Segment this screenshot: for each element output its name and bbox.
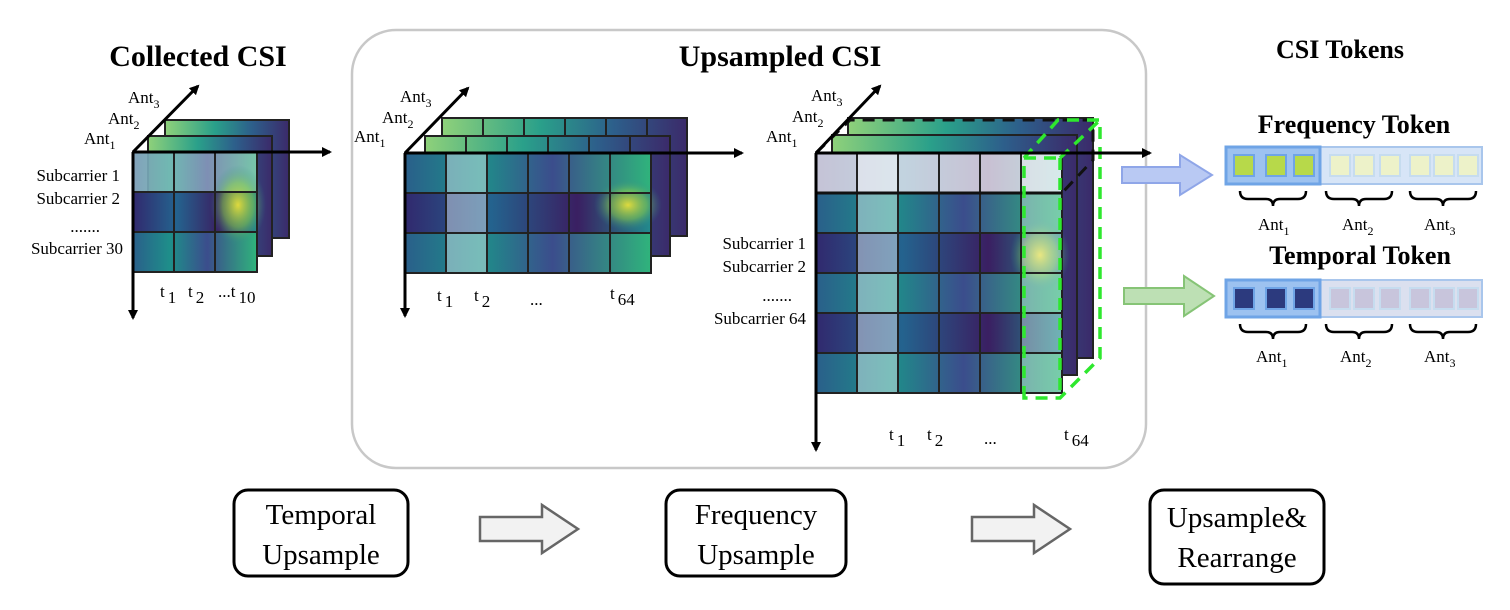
temporal-token-brace-2: [1324, 323, 1394, 340]
frequency-token-ant3: Ant3: [1424, 215, 1456, 238]
temporal-token-cell: [1293, 287, 1315, 310]
collected-ant2-label: Ant2: [108, 109, 140, 132]
upsampled2-subcarrier-2: Subcarrier 2: [722, 257, 806, 276]
temporal-token-ant1: Ant1: [1256, 347, 1288, 370]
collected-ant1-label: Ant1: [84, 129, 116, 152]
upsampled2-subcarrier-64: Subcarrier 64: [714, 309, 807, 328]
frequency-token-cell: [1457, 154, 1479, 177]
collected-axis-antenna: [131, 84, 200, 154]
frequency-token-cell: [1433, 154, 1455, 177]
upsampled1-time-ellipsis: ...: [530, 290, 543, 309]
step-arrow-2: [970, 502, 1073, 556]
upsampled1-ant1-label: Ant1: [354, 127, 386, 150]
upsampled1-time-t64: t 64: [610, 284, 635, 309]
step-upsample-rearrange: Upsample& Rearrange: [1148, 488, 1326, 586]
temporal-token-brace-1: [1238, 323, 1308, 340]
frequency-token-cell: [1329, 154, 1351, 177]
frequency-token: Frequency Token Ant1 Ant2 Ant3: [1224, 110, 1483, 238]
temporal-token-arrow: [1123, 274, 1216, 318]
upsampled2-time-t64: t 64: [1064, 425, 1089, 450]
upsampled1-axis-antenna: [403, 86, 470, 155]
upsampled1-highlight-column: [446, 153, 487, 273]
frequency-token-ant2: Ant2: [1342, 215, 1374, 238]
temporal-token-cell: [1265, 287, 1287, 310]
step-temporal-upsample: Temporal Upsample: [232, 488, 410, 578]
upsampled2-subcarrier-ellipsis: .......: [762, 286, 792, 305]
collected-subcarrier-ellipsis: .......: [70, 217, 100, 236]
temporal-token-ant3: Ant3: [1424, 347, 1456, 370]
temporal-token-cell: [1233, 287, 1255, 310]
frequency-token-brace-1: [1238, 190, 1308, 207]
upsampled1-front-grid: [404, 152, 662, 274]
svg-text:Upsample&: Upsample&: [1167, 502, 1308, 534]
collected-csi-panel: Ant1 Ant2 Ant3 Subcarrier 1 Subcarrier 2…: [31, 84, 332, 320]
temporal-token-cell: [1433, 287, 1455, 310]
upsampled2-axis-antenna: [814, 84, 882, 155]
collected-time-t10: ...t 10: [218, 282, 255, 307]
svg-text:Upsample: Upsample: [697, 539, 815, 571]
frequency-token-brace-3: [1408, 190, 1478, 207]
temporal-token-cell: [1353, 287, 1375, 310]
upsampled2-ant1-label: Ant1: [766, 127, 798, 150]
temporal-token-cell: [1379, 287, 1401, 310]
temporal-token: Temporal Token Ant1 Ant2 Ant3: [1224, 241, 1483, 370]
upsampled2-ant3-label: Ant3: [811, 86, 843, 109]
upsampled-panel-frequency: Ant1 Ant2 Ant3 Subcarrier 1 Subcarrier 2…: [714, 84, 1152, 452]
svg-text:Temporal: Temporal: [266, 499, 377, 531]
upsampled1-ant3-label: Ant3: [400, 87, 432, 110]
step-frequency-upsample: Frequency Upsample: [664, 488, 848, 578]
collected-ant3-label: Ant3: [128, 88, 160, 111]
collected-subcarrier-1: Subcarrier 1: [36, 166, 120, 185]
upsampled2-ant2-label: Ant2: [792, 107, 824, 130]
step-arrow-1: [478, 502, 581, 556]
upsampled2-front-grid: [815, 152, 1070, 394]
temporal-token-ant2: Ant2: [1340, 347, 1372, 370]
svg-text:Upsample: Upsample: [262, 539, 380, 571]
collected-subcarrier-2: Subcarrier 2: [36, 189, 120, 208]
frequency-token-cell: [1379, 154, 1401, 177]
upsampled1-ant2-label: Ant2: [382, 108, 414, 131]
csi-tokens-title: CSI Tokens: [1276, 35, 1404, 64]
temporal-token-cell: [1457, 287, 1479, 310]
collected-front-grid: [132, 151, 266, 273]
frequency-token-cell: [1353, 154, 1375, 177]
svg-text:Frequency: Frequency: [695, 499, 818, 531]
upsampled-csi-title: Upsampled CSI: [679, 40, 882, 73]
temporal-token-cell: [1329, 287, 1351, 310]
frequency-token-cell: [1233, 154, 1255, 177]
frequency-token-ant1: Ant1: [1258, 215, 1290, 238]
collected-subcarrier-30: Subcarrier 30: [31, 239, 123, 258]
frequency-token-arrow: [1121, 153, 1214, 197]
frequency-token-cell: [1409, 154, 1431, 177]
temporal-token-brace-3: [1408, 323, 1478, 340]
temporal-token-label: Temporal Token: [1269, 241, 1451, 270]
collected-csi-title: Collected CSI: [109, 40, 286, 73]
frequency-token-label: Frequency Token: [1258, 110, 1451, 139]
upsampled2-time-ellipsis: ...: [984, 429, 997, 448]
frequency-token-cell: [1265, 154, 1287, 177]
upsampled2-subcarrier-1: Subcarrier 1: [722, 234, 806, 253]
upsampled-container: [350, 28, 1148, 470]
frequency-token-brace-2: [1324, 190, 1394, 207]
svg-text:Rearrange: Rearrange: [1177, 542, 1296, 574]
frequency-token-cell: [1293, 154, 1315, 177]
temporal-token-cell: [1409, 287, 1431, 310]
